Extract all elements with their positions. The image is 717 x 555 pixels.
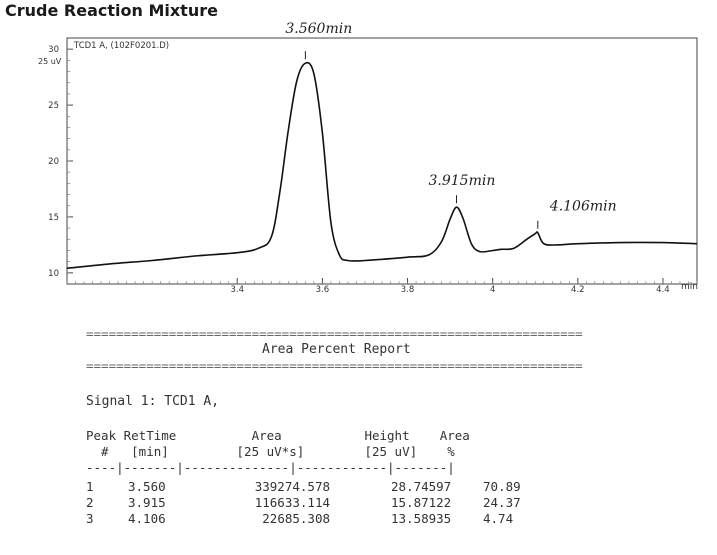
report-separator: ----|-------|--------------|------------… bbox=[86, 460, 455, 475]
peak-annotation: 3.915min bbox=[428, 173, 495, 189]
x-unit-label: min bbox=[681, 282, 698, 292]
cell-peak: 2 bbox=[86, 495, 94, 510]
signal-label: TCD1 A, (102F0201.D) bbox=[73, 41, 169, 51]
y-tick-label: 10 bbox=[48, 269, 59, 279]
y-tick-label: 25 bbox=[48, 101, 59, 111]
report-col-header-2: # [min] [25 uV*s] [25 uV] % bbox=[86, 444, 455, 459]
cell-area: 116633.114 bbox=[254, 495, 330, 510]
x-tick-label: 4 bbox=[490, 285, 495, 295]
cell-area-pct: 4.74 bbox=[483, 511, 514, 526]
cell-ret-time: 3.560 bbox=[128, 479, 166, 494]
peak-annotation: 4.106min bbox=[549, 199, 617, 215]
x-tick-label: 3.4 bbox=[231, 285, 245, 295]
x-tick-label: 4.2 bbox=[571, 285, 585, 295]
cell-area: 22685.308 bbox=[262, 511, 330, 526]
page-title: Crude Reaction Mixture bbox=[5, 1, 218, 20]
y-tick-label: 30 bbox=[48, 45, 59, 55]
x-tick-label: 4.4 bbox=[656, 285, 670, 295]
report-col-header-1: Peak RetTime Area Height Area bbox=[86, 428, 470, 443]
cell-height: 13.58935 bbox=[391, 511, 452, 526]
report-rule-bottom: ========================================… bbox=[86, 358, 583, 373]
cell-area-pct: 70.89 bbox=[483, 479, 521, 494]
cell-height: 15.87122 bbox=[391, 495, 452, 510]
cell-ret-time: 3.915 bbox=[128, 495, 166, 510]
signal-trace bbox=[66, 61, 698, 270]
cell-height: 28.74597 bbox=[391, 479, 452, 494]
y-tick-label: 15 bbox=[48, 213, 59, 223]
report-header: Area Percent Report bbox=[262, 342, 411, 357]
x-tick-label: 3.8 bbox=[401, 285, 415, 295]
x-tick-label: 3.6 bbox=[316, 285, 330, 295]
cell-peak: 3 bbox=[86, 511, 94, 526]
cell-area: 339274.578 bbox=[254, 479, 330, 494]
report-signal: Signal 1: TCD1 A, bbox=[86, 394, 220, 409]
y-unit-label: 25 uV bbox=[38, 57, 62, 66]
cell-ret-time: 4.106 bbox=[128, 511, 166, 526]
report-rule-top: ========================================… bbox=[86, 326, 583, 341]
cell-area-pct: 24.37 bbox=[483, 495, 521, 510]
peak-annotation: 3.560min bbox=[285, 21, 352, 37]
y-tick-label: 20 bbox=[48, 157, 59, 167]
cell-peak: 1 bbox=[86, 479, 94, 494]
plot-frame bbox=[66, 37, 698, 285]
